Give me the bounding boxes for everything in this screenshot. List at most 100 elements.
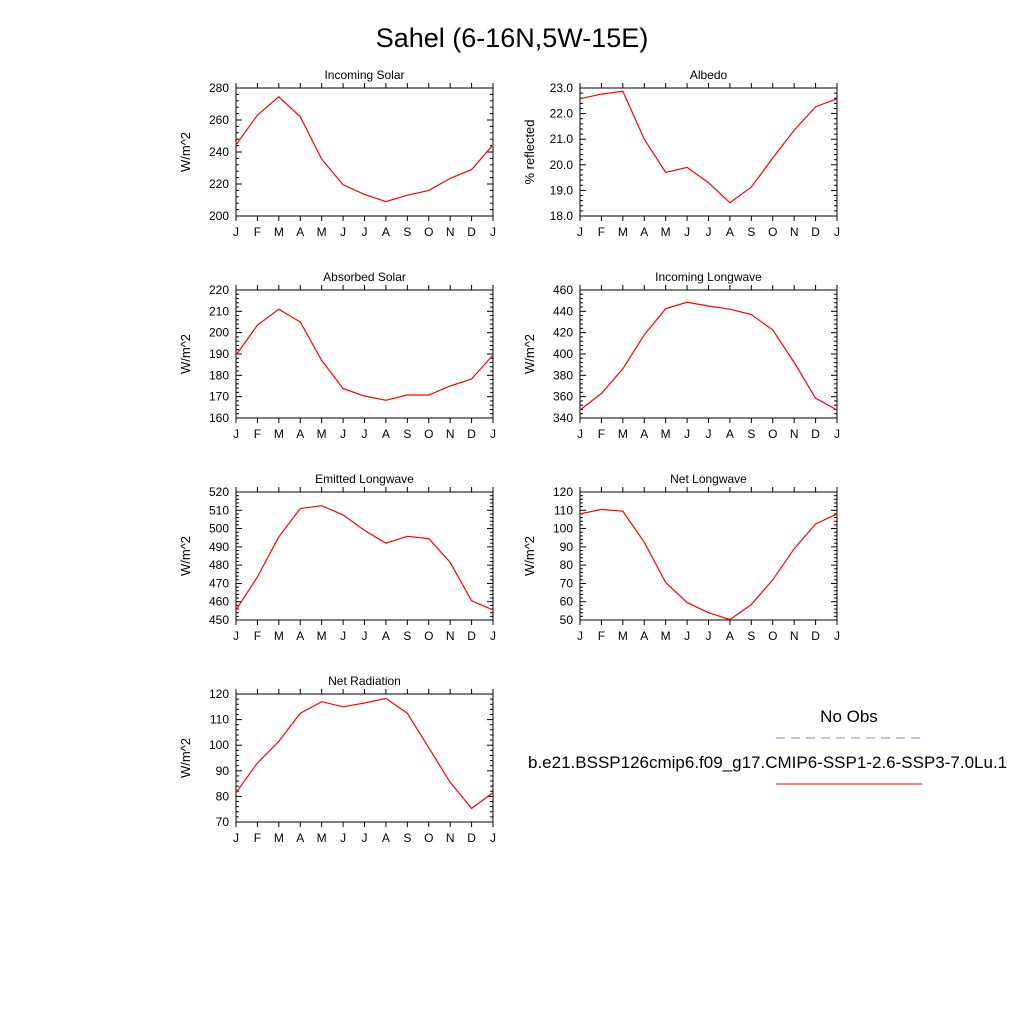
x-tick-label: M: [317, 629, 327, 643]
x-tick-label: J: [490, 225, 496, 239]
x-tick-label: J: [340, 629, 346, 643]
x-tick-label: M: [274, 225, 284, 239]
chart-panel: Incoming Longwave W/m^2 340 360 380 400 420 440…: [522, 270, 840, 441]
x-tick-label: F: [598, 427, 605, 441]
figure-title: Sahel (6-16N,5W-15E): [376, 23, 649, 53]
x-tick-label: M: [618, 427, 628, 441]
y-tick-label: 80: [560, 558, 574, 572]
x-tick-label: J: [490, 831, 496, 845]
x-tick-label: M: [274, 629, 284, 643]
y-tick-label: 100: [553, 522, 573, 536]
x-tick-label: J: [362, 225, 368, 239]
y-tick-label: 380: [553, 368, 573, 382]
x-tick-label: J: [233, 225, 239, 239]
x-tick-label: J: [577, 629, 583, 643]
panel-title: Absorbed Solar: [323, 270, 406, 284]
y-tick-label: 20.0: [550, 158, 574, 172]
series-line: [235, 308, 494, 401]
x-tick-label: O: [768, 629, 777, 643]
x-tick-label: A: [726, 629, 734, 643]
y-axis-label: W/m^2: [522, 536, 537, 576]
y-tick-label: 19.0: [550, 183, 574, 197]
x-tick-label: J: [684, 629, 690, 643]
x-tick-label: S: [747, 225, 755, 239]
legend: No Obs b.e21.BSSP126cmip6.f09_g17.CMIP6-…: [528, 707, 1007, 785]
x-tick-label: S: [747, 629, 755, 643]
y-tick-label: 21.0: [550, 132, 574, 146]
y-tick-label: 480: [209, 558, 229, 572]
x-tick-label: A: [296, 629, 304, 643]
plot-frame: [235, 87, 494, 217]
x-tick-label: O: [768, 225, 777, 239]
x-tick-label: M: [317, 427, 327, 441]
x-tick-label: O: [424, 225, 433, 239]
y-tick-label: 510: [209, 503, 229, 517]
legend-model-label: b.e21.BSSP126cmip6.f09_g17.CMIP6-SSP1-2.…: [528, 753, 1007, 772]
x-tick-label: J: [834, 629, 840, 643]
y-tick-label: 60: [560, 595, 574, 609]
x-tick-label: M: [661, 427, 671, 441]
chart-panel: Emitted Longwave W/m^2 450 460 470 480 490 500 5…: [178, 472, 496, 643]
x-tick-label: A: [382, 427, 390, 441]
x-tick-label: M: [661, 225, 671, 239]
y-tick-label: 400: [553, 347, 573, 361]
x-tick-label: M: [317, 225, 327, 239]
y-tick-label: 460: [553, 283, 573, 297]
series-line: [579, 301, 838, 411]
y-tick-label: 70: [560, 576, 574, 590]
x-tick-label: F: [254, 831, 261, 845]
x-tick-label: J: [233, 427, 239, 441]
x-tick-label: D: [811, 629, 820, 643]
series-line: [579, 90, 838, 204]
y-tick-label: 450: [209, 613, 229, 627]
x-tick-label: O: [424, 427, 433, 441]
x-tick-label: J: [577, 225, 583, 239]
x-tick-label: A: [640, 427, 648, 441]
y-tick-label: 110: [554, 503, 573, 517]
x-tick-label: A: [726, 427, 734, 441]
x-tick-label: J: [490, 427, 496, 441]
y-tick-label: 210: [209, 304, 229, 318]
x-tick-label: J: [834, 427, 840, 441]
x-tick-label: M: [274, 427, 284, 441]
x-tick-label: J: [577, 427, 583, 441]
x-tick-label: A: [296, 831, 304, 845]
x-tick-label: M: [618, 225, 628, 239]
x-tick-label: F: [598, 225, 605, 239]
y-tick-label: 90: [216, 764, 230, 778]
y-axis-label: W/m^2: [178, 132, 193, 172]
x-tick-label: J: [362, 831, 368, 845]
x-tick-label: J: [490, 629, 496, 643]
y-axis-label: W/m^2: [178, 536, 193, 576]
x-tick-label: S: [403, 427, 411, 441]
plot-frame: [579, 87, 838, 217]
y-tick-label: 200: [209, 326, 229, 340]
x-tick-label: O: [424, 629, 433, 643]
x-tick-label: A: [640, 629, 648, 643]
y-axis-label: W/m^2: [178, 334, 193, 374]
x-tick-label: J: [233, 629, 239, 643]
x-tick-label: J: [706, 629, 712, 643]
panel-title: Albedo: [690, 68, 728, 82]
x-tick-label: J: [362, 629, 368, 643]
y-tick-label: 200: [209, 209, 229, 223]
plot-frame: [235, 289, 494, 419]
x-tick-label: S: [403, 629, 411, 643]
x-tick-label: D: [467, 427, 476, 441]
y-tick-label: 470: [209, 576, 229, 590]
x-tick-label: N: [446, 629, 455, 643]
y-tick-label: 180: [209, 368, 229, 382]
y-tick-label: 50: [560, 613, 574, 627]
x-tick-label: N: [446, 427, 455, 441]
x-tick-label: J: [684, 427, 690, 441]
x-tick-label: N: [790, 629, 799, 643]
x-tick-label: J: [834, 225, 840, 239]
y-tick-label: 190: [209, 347, 229, 361]
chart-panel: Albedo % reflected 18.0 19.0 20.0 21.0 22.0 23.…: [522, 68, 840, 239]
panel-title: Net Longwave: [670, 472, 747, 486]
x-tick-label: M: [618, 629, 628, 643]
y-tick-label: 520: [209, 485, 229, 499]
y-tick-label: 460: [209, 595, 229, 609]
